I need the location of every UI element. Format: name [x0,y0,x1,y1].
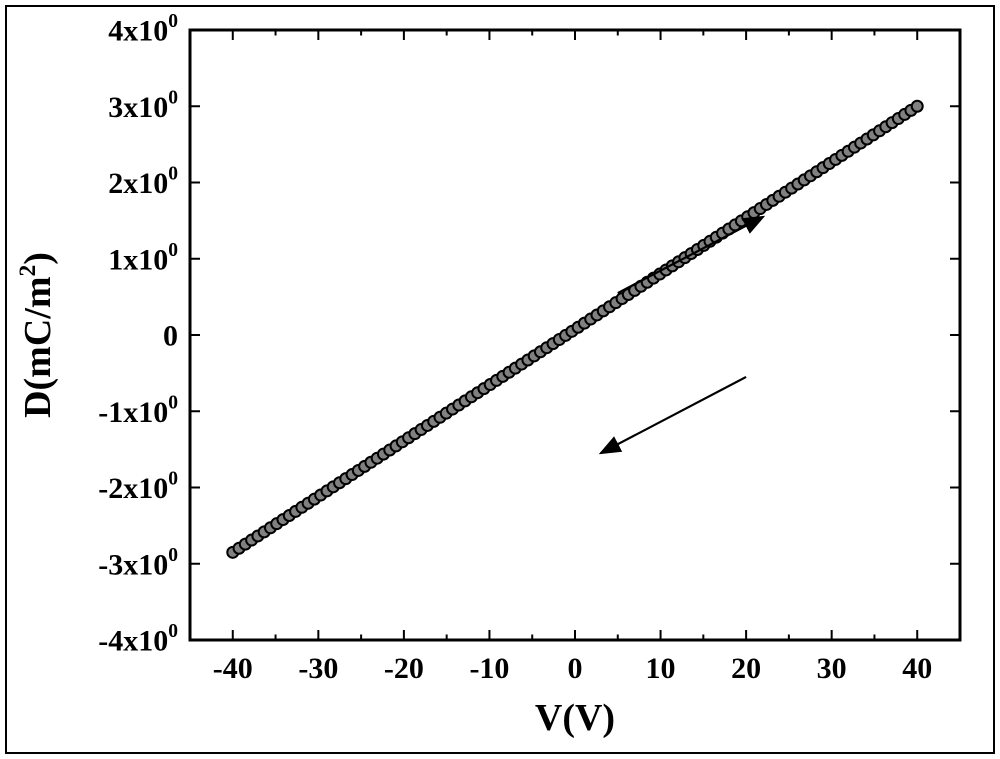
x-tick-label: 20 [731,652,761,685]
x-axis-label: V(V) [535,697,615,739]
x-tick-label: -30 [298,652,338,685]
x-tick-label: -40 [213,652,253,685]
x-tick-label: -10 [469,652,509,685]
y-tick-label: -4x100 [98,621,178,658]
dv-hysteresis-chart: -40 -30 -20 -10 0 10 20 30 40 -4x100 -3x100 -2x100 -… [0,0,1000,759]
x-tick-label: 30 [817,652,847,685]
x-tick-label: -20 [384,652,424,685]
y-tick-label: 4x100 [108,11,178,48]
y-axis-label: D(mC/m2) [15,252,59,418]
y-tick-label: 1x100 [108,240,178,277]
x-tick-label: 10 [646,652,676,685]
y-tick-label: 0 [163,320,178,353]
x-tick-label: 0 [568,652,583,685]
y-tick-label: -1x100 [98,392,178,429]
x-tick-label: 40 [902,652,932,685]
y-tick-label: -2x100 [98,469,178,506]
y-tick-label: 3x100 [108,87,178,124]
y-tick-label: 2x100 [108,164,178,201]
chart-container: -40 -30 -20 -10 0 10 20 30 40 -4x100 -3x100 -2x100 -… [0,0,1000,759]
y-tick-label: -3x100 [98,545,178,582]
